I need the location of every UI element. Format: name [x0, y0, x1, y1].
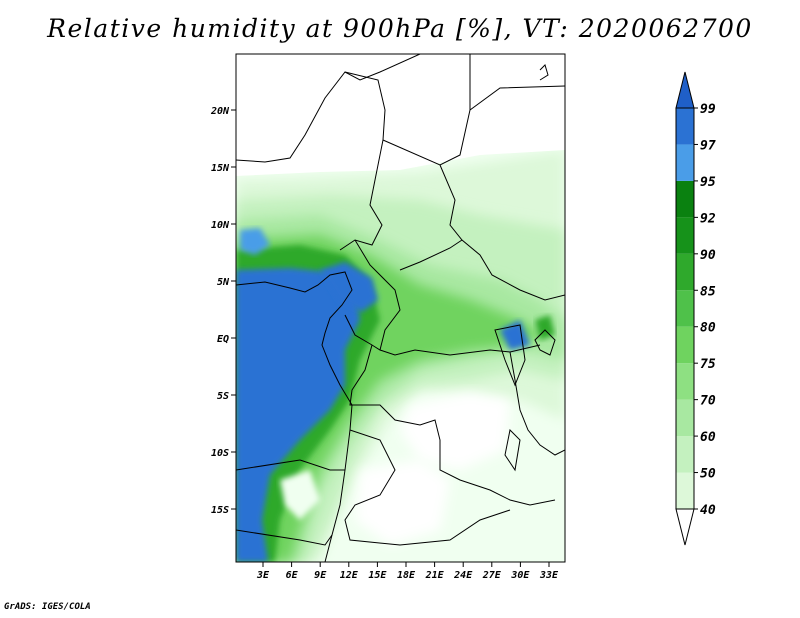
- latitude-axis: 20N 15N 10N 5N EQ 5S 10S 15S: [210, 106, 236, 516]
- colorbar-upper-arrow: [675, 71, 695, 109]
- colorbar-bin: [676, 399, 694, 437]
- lat-label: 5N: [217, 277, 230, 288]
- lon-label: 9E: [314, 570, 327, 581]
- colorbar-label: 85: [700, 284, 716, 299]
- lat-label: 10S: [211, 448, 229, 459]
- lon-label: 15E: [368, 570, 387, 581]
- longitude-axis: 3E 6E 9E 12E 15E 18E 21E 24E 27E 30E 33E: [256, 562, 559, 581]
- colorbar-bin: [676, 180, 694, 218]
- colorbar-bin: [676, 253, 694, 291]
- map-title: Relative humidity at 900hPa [%], VT: 202…: [47, 14, 753, 43]
- colorbar-lower-arrow: [675, 508, 695, 546]
- colorbar-label: 70: [700, 394, 716, 409]
- grads-credit: GrADS: IGES/COLA: [4, 602, 91, 612]
- lon-label: 21E: [425, 570, 445, 581]
- colorbar-bin: [676, 290, 694, 327]
- lat-label: 20N: [210, 106, 230, 117]
- lat-label: 15N: [211, 163, 230, 174]
- humidity-field: [236, 54, 565, 562]
- colorbar-bin: [676, 144, 694, 181]
- lon-label: 6E: [286, 570, 299, 581]
- colorbar-label: 99: [700, 102, 716, 117]
- colorbar-label: 95: [700, 175, 716, 190]
- lon-label: 33E: [539, 570, 559, 581]
- colorbar-outline: [675, 107, 695, 510]
- colorbar-label: 97: [700, 138, 716, 153]
- lat-label: 5S: [217, 391, 229, 402]
- lon-label: 30E: [510, 570, 530, 581]
- colorbar-label: 80: [700, 321, 716, 336]
- lat-label: 15S: [211, 505, 229, 516]
- colorbar-label: 40: [700, 503, 716, 518]
- colorbar-bin: [676, 326, 694, 364]
- lat-label: EQ: [217, 334, 229, 345]
- lon-label: 3E: [256, 570, 270, 581]
- lon-label: 18E: [397, 570, 416, 581]
- colorbar-label: 60: [700, 430, 716, 445]
- colorbar-bin: [676, 363, 694, 400]
- colorbar-bin: [676, 217, 694, 254]
- lat-label: 10N: [211, 220, 230, 231]
- lon-label: 24E: [453, 570, 473, 581]
- colorbar-label: 50: [700, 467, 716, 482]
- colorbar: 40 50 60 70 75 80 85 90 92 95 97 99: [675, 71, 716, 546]
- colorbar-bin: [676, 108, 694, 145]
- map-plot-area: 20N 15N 10N 5N EQ 5S 10S 15S 3E 6E 9E 12E 15E 18E 21E…: [210, 53, 566, 581]
- colorbar-bin: [676, 472, 694, 509]
- lon-label: 12E: [340, 570, 359, 581]
- colorbar-label: 92: [700, 211, 716, 226]
- colorbar-bin: [676, 436, 694, 473]
- colorbar-label: 90: [700, 248, 716, 263]
- lon-label: 27E: [482, 570, 502, 581]
- country-borders: [236, 54, 565, 562]
- colorbar-label: 75: [700, 357, 716, 372]
